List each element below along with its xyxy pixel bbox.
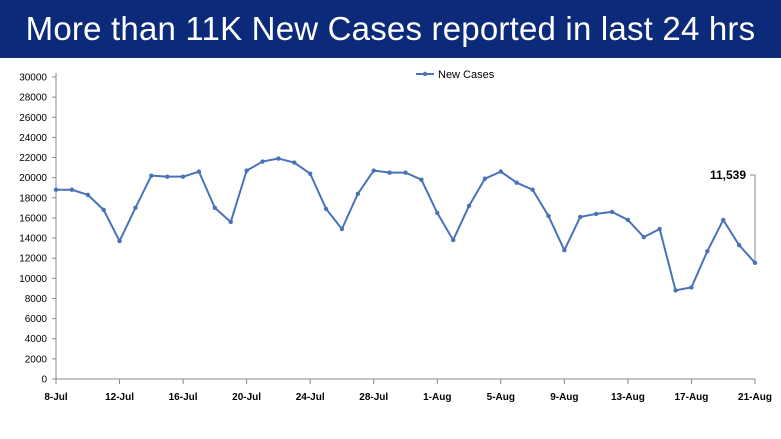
y-tick-label: 16000 [19,213,47,224]
x-tick-label: 12-Jul [105,392,134,403]
data-point [117,238,122,244]
x-tick-label: 28-Jul [359,392,388,403]
x-tick-label: 16-Jul [169,392,198,403]
x-tick-label: 13-Aug [611,392,645,403]
data-point [53,187,59,192]
legend-entry: New Cases [438,69,495,81]
y-tick-label: 20000 [19,173,47,184]
x-tick-label: 8-Jul [44,392,68,403]
data-point [339,226,345,232]
data-point [196,169,202,174]
data-point [498,169,504,174]
y-tick-label: 18000 [19,193,47,204]
y-tick-label: 22000 [19,153,47,164]
data-point [657,226,662,232]
y-tick-label: 26000 [19,113,47,124]
data-point [85,192,90,197]
data-point [593,211,599,217]
data-point [276,156,281,161]
data-point [625,217,631,223]
annotation-leader [750,174,756,261]
legend-swatch-marker [422,71,428,77]
data-point [228,219,233,225]
data-point [689,285,694,290]
data-point [69,187,75,192]
x-tick-label: 5-Aug [487,392,515,403]
x-axis: 8-Jul 12-Jul 16-Jul 20-Jul 24-Jul 28-Jul 1-Aug… [44,378,772,403]
data-point [514,180,519,185]
y-tick-label: 4000 [25,334,48,345]
data-point [371,168,376,173]
data-point [180,174,186,179]
data-point [387,170,392,175]
series-line [56,157,756,292]
data-point [149,173,154,178]
data-point [609,209,615,215]
data-point [450,237,456,243]
data-point [165,174,170,179]
data-point [673,288,678,293]
x-tick-label: 17-Aug [675,392,709,403]
y-axis: 0 2000 4000 6000 8000 10000 12000 14000 16000 180… [19,73,57,386]
y-tick-label: 2000 [25,354,48,365]
page-title: More than 11K New Cases reported in last… [0,0,781,58]
data-point [403,170,408,175]
data-point [578,214,583,220]
data-point [323,206,329,212]
x-tick-label: 20-Jul [232,392,261,403]
chart-legend: New Cases [416,69,495,81]
data-point [752,260,758,266]
y-tick-label: 10000 [19,274,47,285]
annotation-label: 11,539 [710,168,746,182]
data-point [736,242,742,248]
data-point [212,205,218,211]
data-point [466,203,472,209]
data-point [419,177,424,182]
data-point [133,205,138,211]
data-point [101,207,106,213]
data-point [705,248,710,254]
data-point [530,187,535,192]
new-cases-line-chart: New Cases 0 2000 4000 6000 8000 10000 12000 140… [19,69,772,403]
data-point [355,191,361,196]
data-point [260,159,265,164]
x-tick-label: 24-Jul [296,392,325,403]
y-tick-label: 8000 [25,294,48,305]
data-point [641,234,646,240]
data-point [562,247,567,253]
y-tick-label: 12000 [19,254,47,265]
y-tick-label: 28000 [19,93,47,104]
y-tick-label: 0 [41,375,47,386]
y-tick-label: 30000 [19,73,47,84]
x-tick-label: 1-Aug [423,392,451,403]
data-point [546,213,551,219]
y-tick-label: 24000 [19,133,47,144]
data-point [482,176,488,181]
data-point [435,210,440,216]
y-tick-label: 14000 [19,234,47,245]
data-point [721,217,726,223]
data-point [292,160,297,165]
x-tick-label: 21-Aug [738,392,772,403]
data-point [307,171,313,176]
x-tick-label: 9-Aug [550,392,578,403]
y-tick-label: 6000 [25,314,48,325]
chart-annotation: 11,539 [710,168,756,261]
data-point [244,168,249,173]
series-new-cases [53,156,758,293]
